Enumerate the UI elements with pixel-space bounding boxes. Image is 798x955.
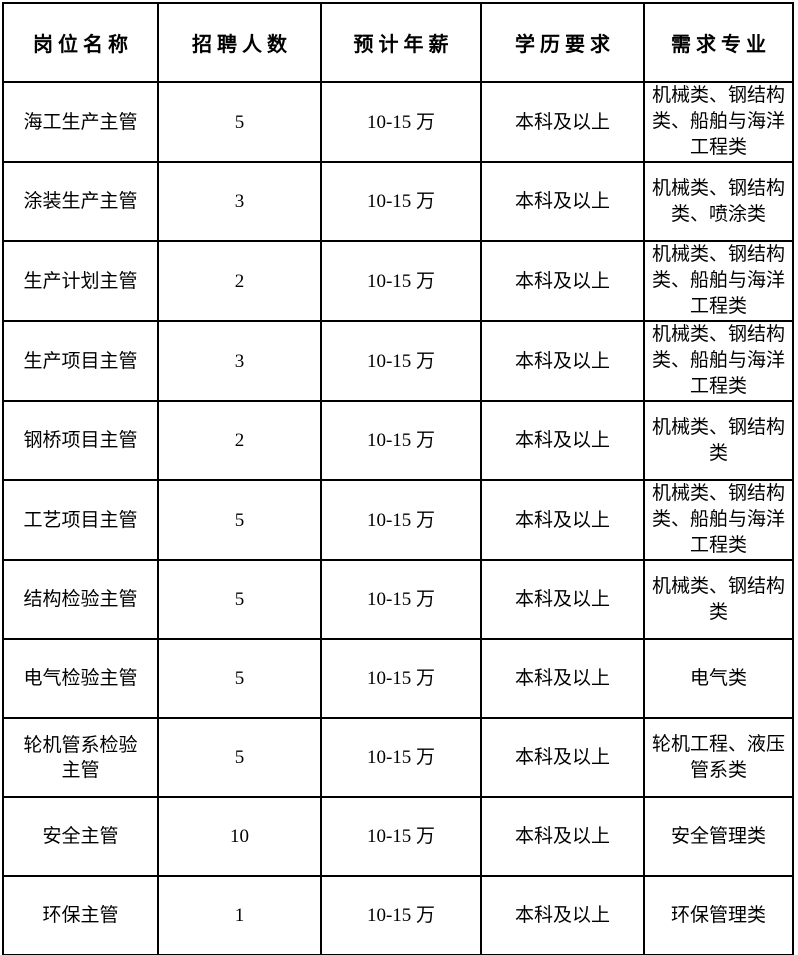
cell-position: 钢桥项目主管 bbox=[2, 400, 159, 481]
cell-headcount: 5 bbox=[157, 717, 322, 798]
table-row: 海工生产主管 5 10-15 万本科及以上 机械类、钢结构类、船舶与海洋工程类 bbox=[2, 81, 794, 163]
cell-education: 本科及以上 bbox=[480, 638, 645, 719]
cell-salary: 10-15 万 bbox=[320, 796, 482, 877]
cell-major: 环保管理类 bbox=[643, 875, 794, 955]
cell-major: 机械类、钢结构类、喷涂类 bbox=[643, 161, 794, 242]
column-header-position: 岗位名称 bbox=[2, 2, 159, 83]
cell-major: 机械类、钢结构类 bbox=[643, 400, 794, 481]
table-row: 生产项目主管 3 10-15 万本科及以上 机械类、钢结构类、船舶与海洋工程类 bbox=[2, 320, 794, 402]
cell-salary: 10-15 万 bbox=[320, 875, 482, 955]
cell-salary: 10-15 万 bbox=[320, 400, 482, 481]
cell-headcount: 1 bbox=[157, 875, 322, 955]
cell-position: 结构检验主管 bbox=[2, 559, 159, 640]
cell-position: 工艺项目主管 bbox=[2, 479, 159, 561]
cell-headcount: 3 bbox=[157, 161, 322, 242]
table-row: 涂装生产主管 3 10-15 万本科及以上 机械类、钢结构类、喷涂类 bbox=[2, 161, 794, 242]
cell-education: 本科及以上 bbox=[480, 320, 645, 402]
cell-salary: 10-15 万 bbox=[320, 161, 482, 242]
cell-education: 本科及以上 bbox=[480, 400, 645, 481]
cell-education: 本科及以上 bbox=[480, 796, 645, 877]
table-row: 环保主管 1 10-15 万本科及以上 环保管理类 bbox=[2, 875, 794, 955]
cell-position: 轮机管系检验主管 bbox=[2, 717, 159, 798]
cell-education: 本科及以上 bbox=[480, 81, 645, 163]
cell-education: 本科及以上 bbox=[480, 161, 645, 242]
cell-salary: 10-15 万 bbox=[320, 81, 482, 163]
table-row: 轮机管系检验主管 5 10-15 万本科及以上 轮机工程、液压管系类 bbox=[2, 717, 794, 798]
cell-position: 安全主管 bbox=[2, 796, 159, 877]
table-row: 钢桥项目主管 2 10-15 万本科及以上 机械类、钢结构类 bbox=[2, 400, 794, 481]
cell-position: 生产计划主管 bbox=[2, 240, 159, 322]
table-row: 电气检验主管 5 10-15 万本科及以上 电气类 bbox=[2, 638, 794, 719]
cell-headcount: 2 bbox=[157, 400, 322, 481]
cell-major: 机械类、钢结构类、船舶与海洋工程类 bbox=[643, 479, 794, 561]
cell-major: 机械类、钢结构类 bbox=[643, 559, 794, 640]
cell-headcount: 5 bbox=[157, 638, 322, 719]
cell-education: 本科及以上 bbox=[480, 559, 645, 640]
cell-major: 机械类、钢结构类、船舶与海洋工程类 bbox=[643, 320, 794, 402]
column-header-major: 需求专业 bbox=[643, 2, 794, 83]
cell-position: 生产项目主管 bbox=[2, 320, 159, 402]
cell-major: 轮机工程、液压管系类 bbox=[643, 717, 794, 798]
cell-education: 本科及以上 bbox=[480, 875, 645, 955]
cell-position: 涂装生产主管 bbox=[2, 161, 159, 242]
cell-headcount: 2 bbox=[157, 240, 322, 322]
cell-salary: 10-15 万 bbox=[320, 240, 482, 322]
table-header: 岗位名称 招聘人数 预计年薪 学历要求 需求专业 bbox=[2, 2, 794, 83]
cell-position: 环保主管 bbox=[2, 875, 159, 955]
cell-headcount: 10 bbox=[157, 796, 322, 877]
header-row: 岗位名称 招聘人数 预计年薪 学历要求 需求专业 bbox=[2, 2, 794, 83]
cell-salary: 10-15 万 bbox=[320, 717, 482, 798]
cell-education: 本科及以上 bbox=[480, 717, 645, 798]
table-row: 结构检验主管 5 10-15 万本科及以上 机械类、钢结构类 bbox=[2, 559, 794, 640]
column-header-salary: 预计年薪 bbox=[320, 2, 482, 83]
table-row: 安全主管 10 10-15 万本科及以上 安全管理类 bbox=[2, 796, 794, 877]
table-row: 工艺项目主管 5 10-15 万本科及以上 机械类、钢结构类、船舶与海洋工程类 bbox=[2, 479, 794, 561]
cell-headcount: 5 bbox=[157, 81, 322, 163]
table-body: 海工生产主管 5 10-15 万本科及以上 机械类、钢结构类、船舶与海洋工程类 涂装生产… bbox=[2, 81, 794, 955]
cell-major: 电气类 bbox=[643, 638, 794, 719]
cell-education: 本科及以上 bbox=[480, 240, 645, 322]
cell-salary: 10-15 万 bbox=[320, 638, 482, 719]
cell-major: 机械类、钢结构类、船舶与海洋工程类 bbox=[643, 81, 794, 163]
column-header-education: 学历要求 bbox=[480, 2, 645, 83]
cell-major: 机械类、钢结构类、船舶与海洋工程类 bbox=[643, 240, 794, 322]
cell-salary: 10-15 万 bbox=[320, 479, 482, 561]
table-row: 生产计划主管 2 10-15 万本科及以上 机械类、钢结构类、船舶与海洋工程类 bbox=[2, 240, 794, 322]
column-header-headcount: 招聘人数 bbox=[157, 2, 322, 83]
cell-headcount: 5 bbox=[157, 559, 322, 640]
cell-salary: 10-15 万 bbox=[320, 559, 482, 640]
cell-major: 安全管理类 bbox=[643, 796, 794, 877]
cell-salary: 10-15 万 bbox=[320, 320, 482, 402]
cell-education: 本科及以上 bbox=[480, 479, 645, 561]
cell-position: 海工生产主管 bbox=[2, 81, 159, 163]
cell-position: 电气检验主管 bbox=[2, 638, 159, 719]
cell-headcount: 5 bbox=[157, 479, 322, 561]
cell-headcount: 3 bbox=[157, 320, 322, 402]
